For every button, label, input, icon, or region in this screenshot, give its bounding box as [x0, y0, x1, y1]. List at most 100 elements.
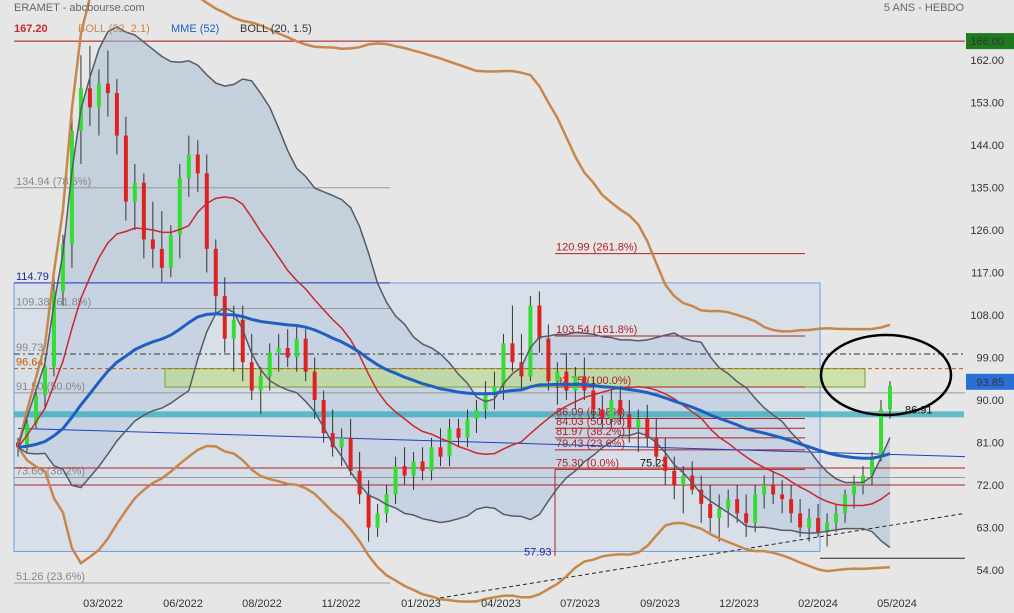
candle-body	[114, 93, 119, 136]
legend-mme52: MME (52)	[171, 23, 220, 35]
y-tick-label: 162.00	[970, 55, 1004, 67]
candle-body	[177, 178, 182, 235]
level-label-left: 134.94 (78.6%)	[16, 176, 91, 188]
legend-boll52: BOLL (52, 2.1)	[78, 23, 150, 35]
candle-body	[708, 503, 713, 519]
boll52-upper	[16, 0, 891, 448]
candle-body	[276, 348, 281, 353]
y-tick-label: 135.00	[970, 183, 1004, 195]
candle-body	[465, 418, 470, 438]
candle-body	[825, 522, 830, 533]
x-tick-label: 11/2022	[322, 598, 361, 610]
candle-body	[150, 239, 155, 249]
top-price-label: 166.00	[970, 36, 1004, 48]
x-tick-label: 05/2024	[877, 598, 917, 610]
candle-body	[870, 456, 875, 476]
candle-body	[528, 305, 533, 377]
candle-body	[771, 485, 776, 495]
x-tick-label: 09/2023	[640, 598, 680, 610]
y-tick-label: 54.00	[976, 565, 1004, 577]
boll20-upper	[17, 26, 891, 484]
support-band	[14, 411, 964, 418]
candle-body	[321, 400, 326, 434]
candle-body	[312, 371, 317, 400]
candle-body	[168, 234, 173, 268]
candle-body	[546, 338, 551, 382]
candle-body	[807, 518, 812, 528]
candle-body	[96, 83, 101, 108]
fib-label-right: 84.03 (50.0%)	[556, 416, 625, 428]
x-tick-label: 01/2023	[401, 598, 441, 610]
x-tick-label: 03/2022	[83, 598, 123, 610]
candle-body	[474, 409, 479, 419]
candle-body	[510, 343, 515, 363]
candle-body	[618, 400, 623, 415]
candle-body	[303, 338, 308, 372]
candle-body	[672, 470, 677, 485]
annotation-label: 75.23	[640, 458, 668, 470]
top-price-badge	[966, 33, 1014, 50]
level-label-left: 73.60 (38.2%)	[16, 465, 85, 477]
fib-label-right: 86.09 (61.8%)	[556, 406, 625, 418]
candle-body	[888, 385, 892, 410]
candle-body	[240, 319, 245, 363]
candle-body	[294, 338, 299, 358]
candle-body	[492, 385, 497, 396]
candle-body	[699, 489, 704, 504]
candle-body	[186, 154, 191, 179]
level-label-left: 99.73	[16, 342, 44, 354]
candle-body	[780, 494, 785, 500]
candle-body	[222, 296, 227, 339]
candle-body	[744, 513, 749, 523]
candle-body	[762, 485, 767, 495]
candle-body	[798, 513, 803, 528]
candle-body	[51, 291, 56, 367]
candle-body	[204, 173, 209, 249]
annotation-label: 57.93	[524, 546, 552, 558]
candle-body	[159, 248, 164, 268]
candle-body	[213, 248, 218, 297]
y-tick-label: 108.00	[970, 310, 1004, 322]
candle-body	[726, 499, 731, 509]
candle-body	[735, 499, 740, 514]
candle-body	[438, 447, 443, 457]
last-price-label: 93.85	[976, 377, 1004, 389]
y-tick-label: 144.00	[970, 140, 1004, 152]
candle-body	[555, 371, 560, 382]
candle-body	[195, 154, 200, 174]
candle-body	[645, 418, 650, 438]
x-tick-label: 07/2023	[560, 598, 600, 610]
y-tick-label: 90.00	[976, 395, 1004, 407]
y-tick-label: 99.00	[976, 353, 1004, 365]
x-tick-label: 02/2024	[798, 598, 838, 610]
candle-body	[591, 390, 596, 410]
candle-body	[420, 461, 425, 471]
candle-body	[501, 343, 506, 386]
candle-body	[861, 475, 866, 485]
candle-body	[843, 494, 848, 514]
x-tick-label: 06/2022	[163, 598, 203, 610]
candle-body	[339, 437, 344, 448]
candle-body	[627, 414, 632, 429]
last-price-badge	[966, 373, 1014, 390]
candle-body	[141, 182, 146, 240]
level-label-left: 114.79	[16, 271, 49, 283]
candle-body	[636, 418, 641, 429]
x-tick-label: 04/2023	[481, 598, 521, 610]
level-label-left: 51.26 (23.6%)	[16, 571, 85, 583]
y-tick-label: 126.00	[970, 225, 1004, 237]
candle-body	[429, 447, 434, 471]
candle-body	[60, 244, 65, 292]
fib-label-right: 79.43 (23.6%)	[556, 438, 625, 450]
candle-body	[600, 409, 605, 419]
candle-body	[834, 513, 839, 523]
period-label: 5 ANS - HEBDO	[883, 2, 964, 14]
candle-body	[717, 508, 722, 519]
boll20-lower	[17, 306, 891, 549]
candle-body	[609, 400, 614, 419]
boll52-lower	[16, 444, 891, 603]
y-tick-label: 72.00	[976, 480, 1004, 492]
y-tick-label: 117.00	[971, 268, 1004, 280]
fib-label-right: 81.97 (38.2%)	[556, 426, 625, 438]
